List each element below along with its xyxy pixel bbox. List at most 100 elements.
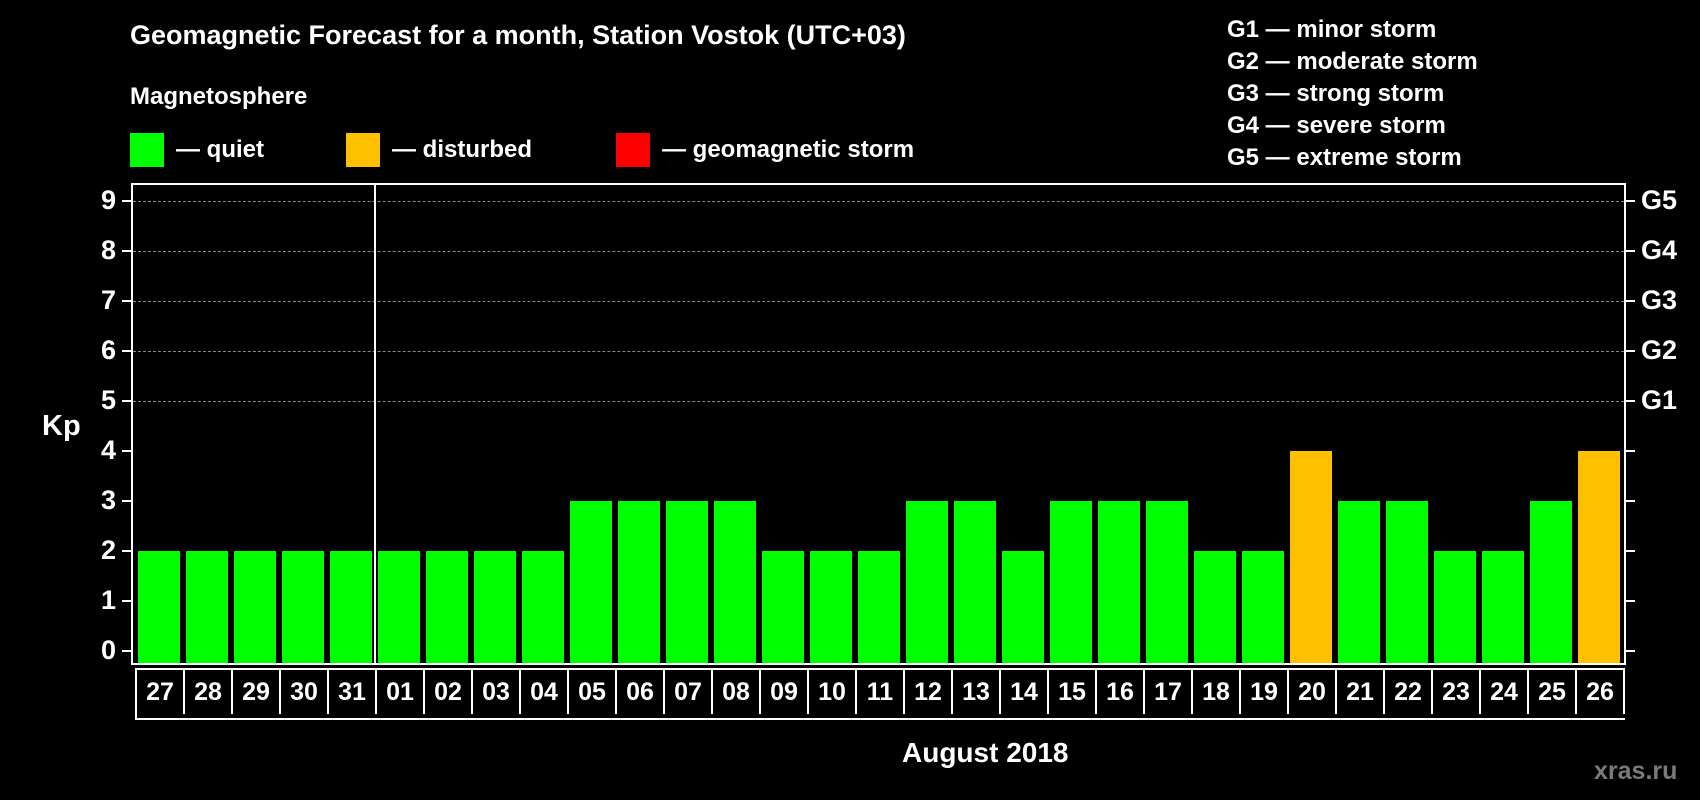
x-tick-label: 05	[569, 670, 617, 714]
g-level-label: G4	[1641, 235, 1678, 265]
bar-27	[138, 551, 180, 663]
x-tick-label: 23	[1433, 670, 1481, 714]
gridline	[133, 301, 1624, 302]
x-tick-label: 07	[665, 670, 713, 714]
right-tick	[1626, 250, 1635, 252]
right-tick	[1626, 300, 1635, 302]
legend-heading: Magnetosphere	[130, 83, 308, 110]
x-tick-label: 06	[617, 670, 665, 714]
right-tick	[1626, 400, 1635, 402]
y-tick-label: 5	[100, 385, 116, 415]
bar-16	[1098, 501, 1140, 663]
bar-31	[330, 551, 372, 663]
right-tick	[1626, 650, 1635, 652]
bar-15	[1050, 501, 1092, 663]
bar-08	[714, 501, 756, 663]
x-tick-label: 13	[953, 670, 1001, 714]
bar-19	[1242, 551, 1284, 663]
x-tick-label: 26	[1577, 670, 1625, 714]
bar-12	[906, 501, 948, 663]
bar-24	[1482, 551, 1524, 663]
g-level-label: G1	[1641, 385, 1678, 415]
right-tick	[1626, 200, 1635, 202]
bar-01	[378, 551, 420, 663]
y-tick	[122, 400, 131, 402]
x-tick-label: 30	[281, 670, 329, 714]
legend-storm-label: — geomagnetic storm	[662, 136, 915, 163]
gridline	[133, 251, 1624, 252]
bar-21	[1338, 501, 1380, 663]
x-tick-label: 27	[137, 670, 185, 714]
g5-description: G5 — extreme storm	[1227, 144, 1462, 171]
x-tick-label: 11	[857, 670, 905, 714]
bar-22	[1386, 501, 1428, 663]
x-tick-label: 21	[1337, 670, 1385, 714]
chart-title: Geomagnetic Forecast for a month, Statio…	[130, 20, 906, 50]
y-tick	[122, 350, 131, 352]
bar-02	[426, 551, 468, 663]
g4-description: G4 — severe storm	[1227, 112, 1446, 139]
bar-14	[1002, 551, 1044, 663]
x-tick-label: 29	[233, 670, 281, 714]
y-tick-label: 0	[100, 635, 116, 665]
legend-disturbed: — disturbed	[346, 133, 532, 167]
x-tick-label: 19	[1241, 670, 1289, 714]
g3-description: G3 — strong storm	[1227, 80, 1445, 107]
bar-09	[762, 551, 804, 663]
right-tick	[1626, 450, 1635, 452]
bar-25	[1530, 501, 1572, 663]
bar-05	[570, 501, 612, 663]
bar-18	[1194, 551, 1236, 663]
y-tick-label: 2	[100, 535, 116, 565]
x-tick-label: 03	[473, 670, 521, 714]
bar-04	[522, 551, 564, 663]
g-level-label: G5	[1641, 185, 1678, 215]
bar-26	[1578, 451, 1620, 663]
y-tick-label: 6	[100, 335, 116, 365]
right-tick	[1626, 500, 1635, 502]
y-tick	[122, 300, 131, 302]
bar-20	[1290, 451, 1332, 663]
x-tick-label: 12	[905, 670, 953, 714]
bar-10	[810, 551, 852, 663]
legend-storm: — geomagnetic storm	[616, 133, 914, 167]
gridline	[133, 401, 1624, 402]
plot-area	[131, 183, 1626, 665]
g1-description: G1 — minor storm	[1227, 16, 1437, 43]
bar-23	[1434, 551, 1476, 663]
x-tick-label: 31	[329, 670, 377, 714]
x-tick-label: 16	[1097, 670, 1145, 714]
x-tick-label: 15	[1049, 670, 1097, 714]
x-tick-label: 17	[1145, 670, 1193, 714]
disturbed-swatch	[346, 133, 380, 167]
x-axis-label: August 2018	[902, 737, 1069, 768]
y-tick	[122, 250, 131, 252]
x-tick-label: 09	[761, 670, 809, 714]
x-tick-label: 28	[185, 670, 233, 714]
x-axis-day-cells: 27 28 29 30 31 01 02 03 04 05 06 07 08 09 10 11 12 13 14 15…	[135, 668, 1625, 720]
gridline	[133, 351, 1624, 352]
bar-07	[666, 501, 708, 663]
bar-28	[186, 551, 228, 663]
right-tick	[1626, 550, 1635, 552]
bar-11	[858, 551, 900, 663]
y-axis-label: Kp	[42, 410, 81, 442]
x-tick-label: 25	[1529, 670, 1577, 714]
y-tick	[122, 600, 131, 602]
g-level-label: G3	[1641, 285, 1678, 315]
x-tick-label: 24	[1481, 670, 1529, 714]
bar-30	[282, 551, 324, 663]
x-tick-label: 18	[1193, 670, 1241, 714]
right-tick	[1626, 350, 1635, 352]
right-tick	[1626, 600, 1635, 602]
y-tick-label: 1	[100, 585, 116, 615]
watermark: xras.ru	[1594, 757, 1678, 785]
g-level-label: G2	[1641, 335, 1678, 365]
legend-disturbed-label: — disturbed	[392, 136, 533, 163]
g2-description: G2 — moderate storm	[1227, 48, 1478, 75]
y-tick	[122, 650, 131, 652]
y-tick	[122, 550, 131, 552]
y-tick-label: 9	[100, 185, 116, 215]
gridline	[133, 201, 1624, 202]
x-tick-label: 08	[713, 670, 761, 714]
